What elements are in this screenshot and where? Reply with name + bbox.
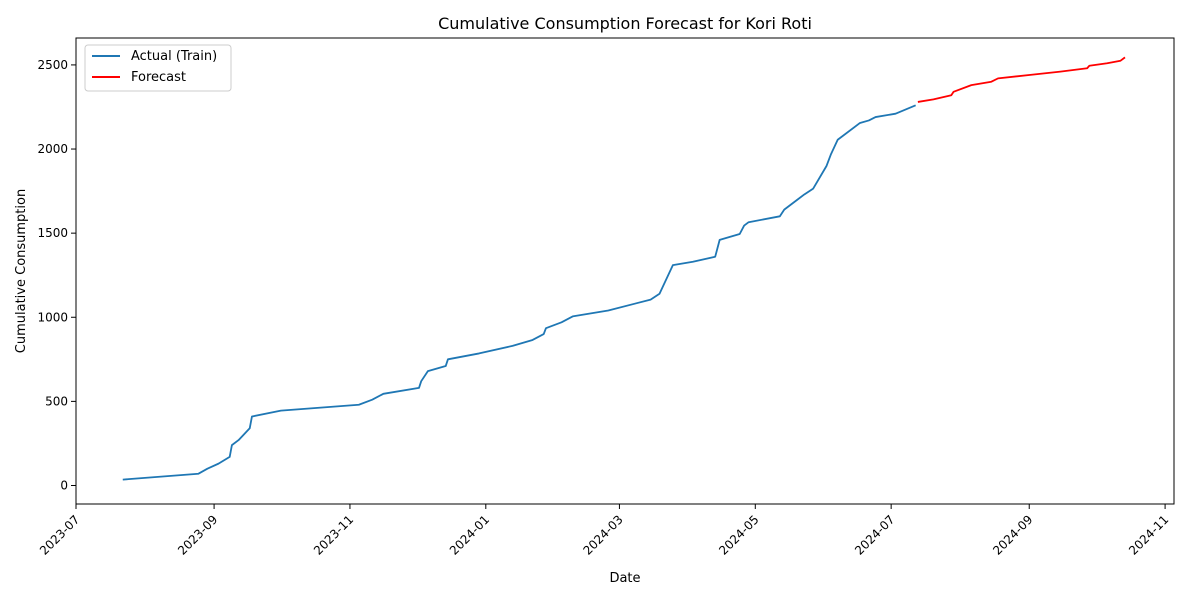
y-axis-title: Cumulative Consumption [14, 189, 29, 353]
x-tick-label: 2024-03 [580, 512, 625, 557]
y-tick-label: 2000 [37, 142, 68, 156]
legend-box [84, 44, 232, 92]
plot-frame [75, 37, 1175, 505]
legend-label-actual: Actual (Train) [131, 49, 217, 64]
x-tick-label: 2024-01 [447, 512, 492, 557]
y-tick-label: 500 [45, 394, 68, 408]
x-tick-label: 2024-11 [1126, 512, 1171, 557]
x-tick-label: 2024-07 [852, 512, 897, 557]
x-tick-label: 2023-11 [311, 512, 356, 557]
x-axis: 2023-07 2023-09 2023-11 2024-01 2024-03 2024-… [37, 504, 1171, 558]
x-tick-label: 2024-05 [716, 512, 761, 557]
y-tick-label: 1000 [37, 310, 68, 324]
legend: Actual (Train) Forecast [84, 44, 232, 92]
y-tick-label: 1500 [37, 226, 68, 240]
x-axis-title: Date [609, 571, 640, 586]
chart-title: Cumulative Consumption Forecast for Kori… [438, 14, 812, 33]
series-line-1 [917, 56, 1126, 103]
x-tick-label: 2024-09 [990, 512, 1035, 557]
y-axis: 0 500 1000 1500 2000 2500 [37, 58, 76, 492]
x-tick-label: 2023-07 [37, 512, 82, 557]
y-tick-label: 2500 [37, 58, 68, 72]
legend-label-forecast: Forecast [131, 70, 186, 85]
y-tick-label: 0 [60, 478, 68, 492]
series-line-0 [122, 104, 916, 481]
x-tick-label: 2023-09 [175, 512, 220, 557]
plot-area [122, 56, 1126, 481]
